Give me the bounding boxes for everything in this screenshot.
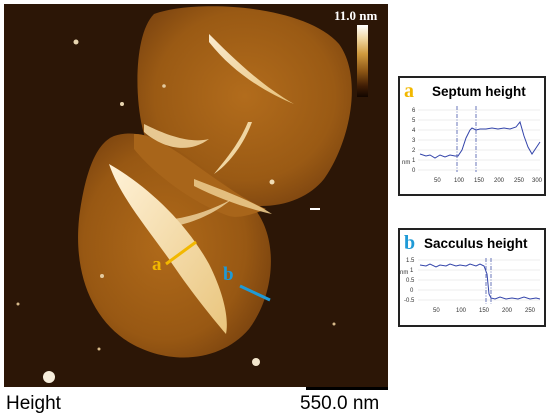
- a-ytick-3: 3: [412, 138, 416, 144]
- profile-a-curve: [419, 120, 541, 159]
- b-ytick-0.5: 0.5: [406, 278, 415, 284]
- b-ytick-neg0.5: -0.5: [404, 298, 415, 304]
- profile-b-curve: [419, 263, 541, 300]
- profile-b-panel: b Sacculus height 1.5 1 0.5 0 -0.5 nm 50…: [398, 228, 546, 327]
- a-ytick-0: 0: [412, 168, 416, 174]
- profile-b-title: Sacculus height: [424, 236, 528, 251]
- profile-a-plot: 6 5 4 3 2 1 0 nm 50 100 150 200 250 300: [402, 106, 543, 184]
- b-ytick-0: 0: [410, 288, 414, 294]
- afm-height-image: [4, 4, 388, 387]
- profile-line-b: [239, 284, 271, 302]
- afm-image-drawing: [4, 4, 388, 387]
- scale-bar: [306, 387, 388, 390]
- a-xtick-200: 200: [494, 178, 505, 184]
- a-ytick-5: 5: [412, 118, 416, 124]
- b-xtick-50: 50: [433, 308, 440, 314]
- profile-a-panel: a Septum height 6 5 4 3 2 1 0 nm 50 100 …: [398, 76, 546, 196]
- b-xtick-200: 200: [502, 308, 513, 314]
- b-ytick-1.5: 1.5: [406, 258, 415, 264]
- colorbar-max-label: 11.0 nm: [334, 8, 378, 23]
- a-ytick-2: 2: [412, 148, 416, 154]
- b-yunit: nm: [400, 270, 408, 276]
- profile-b-letter: b: [404, 232, 416, 254]
- scale-bar-label: 550.0 nm: [300, 393, 380, 414]
- a-yunit: nm: [402, 160, 410, 166]
- a-xtick-50: 50: [434, 178, 441, 184]
- a-ytick-1: 1: [412, 158, 416, 164]
- a-ytick-6: 6: [412, 108, 416, 114]
- bright-septum: [109, 164, 227, 334]
- profile-b-plot: 1.5 1 0.5 0 -0.5 nm 50 100 150 200 250: [400, 258, 541, 314]
- profile-a-title: Septum height: [432, 84, 526, 99]
- b-xtick-250: 250: [525, 308, 536, 314]
- b-xtick-100: 100: [456, 308, 467, 314]
- a-xtick-300: 300: [532, 178, 543, 184]
- channel-label: Height: [6, 393, 61, 414]
- line-b-label: b: [223, 264, 234, 285]
- b-xtick-150: 150: [479, 308, 490, 314]
- a-ytick-4: 4: [412, 128, 416, 134]
- a-xtick-150: 150: [474, 178, 485, 184]
- a-xtick-250: 250: [514, 178, 525, 184]
- upper-cell: [137, 6, 352, 207]
- a-xtick-100: 100: [454, 178, 465, 184]
- line-a-label: a: [152, 254, 162, 275]
- height-colorbar: [357, 25, 368, 97]
- profile-line-a: [165, 240, 197, 266]
- profile-a-letter: a: [404, 80, 414, 102]
- b-ytick-1: 1: [410, 268, 414, 274]
